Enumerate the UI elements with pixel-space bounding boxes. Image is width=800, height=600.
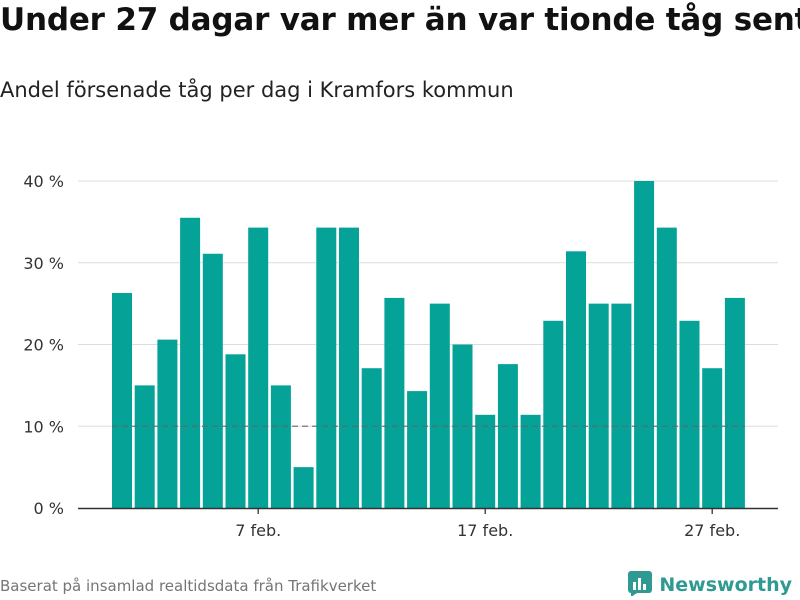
bar xyxy=(497,364,518,508)
bar xyxy=(202,253,223,508)
bars xyxy=(112,181,745,508)
source-note: Baserat på insamlad realtidsdata från Tr… xyxy=(0,577,377,595)
bar xyxy=(543,320,564,508)
bar xyxy=(157,339,178,508)
y-tick-label: 10 % xyxy=(23,417,64,436)
bar xyxy=(475,414,496,508)
bar xyxy=(316,227,337,508)
bar xyxy=(429,303,450,508)
bar xyxy=(588,303,609,508)
bar xyxy=(112,292,132,508)
y-tick-label: 20 % xyxy=(23,336,64,355)
bar xyxy=(248,227,269,508)
bar xyxy=(634,181,655,508)
bar xyxy=(611,303,632,508)
bar xyxy=(566,251,586,508)
newsworthy-logo-icon xyxy=(627,570,653,600)
y-axis-tick-labels: 0 % 10 % 20 % 30 % 40 % xyxy=(23,172,64,518)
bar xyxy=(339,227,359,508)
x-tick-label: 17 feb. xyxy=(457,521,513,540)
bar xyxy=(225,354,246,508)
bar xyxy=(724,297,745,508)
chart-subtitle: Andel försenade tåg per dag i Kramfors k… xyxy=(0,78,514,102)
x-tick-label: 27 feb. xyxy=(684,521,740,540)
bar xyxy=(180,217,201,508)
bar xyxy=(656,227,677,508)
x-axis-ticks: 7 feb. 17 feb. 27 feb. xyxy=(235,508,740,540)
bar xyxy=(361,368,382,508)
bar xyxy=(520,414,541,508)
bar-chart: 0 % 10 % 20 % 30 % 40 % 7 feb. 17 feb. 27 feb. xyxy=(23,172,778,540)
bar xyxy=(293,467,314,508)
bar xyxy=(270,385,291,508)
bar xyxy=(384,297,405,508)
bar xyxy=(134,385,155,508)
brand: Newsworthy xyxy=(627,570,792,600)
y-tick-label: 0 % xyxy=(34,499,64,518)
y-tick-label: 30 % xyxy=(23,254,64,273)
chart-title: Under 27 dagar var mer än var tionde tåg… xyxy=(0,2,800,38)
y-tick-label: 40 % xyxy=(23,172,64,191)
bar xyxy=(407,391,428,508)
bar xyxy=(702,368,723,508)
bar xyxy=(679,320,700,508)
x-tick-label: 7 feb. xyxy=(235,521,281,540)
brand-name: Newsworthy xyxy=(659,574,792,596)
